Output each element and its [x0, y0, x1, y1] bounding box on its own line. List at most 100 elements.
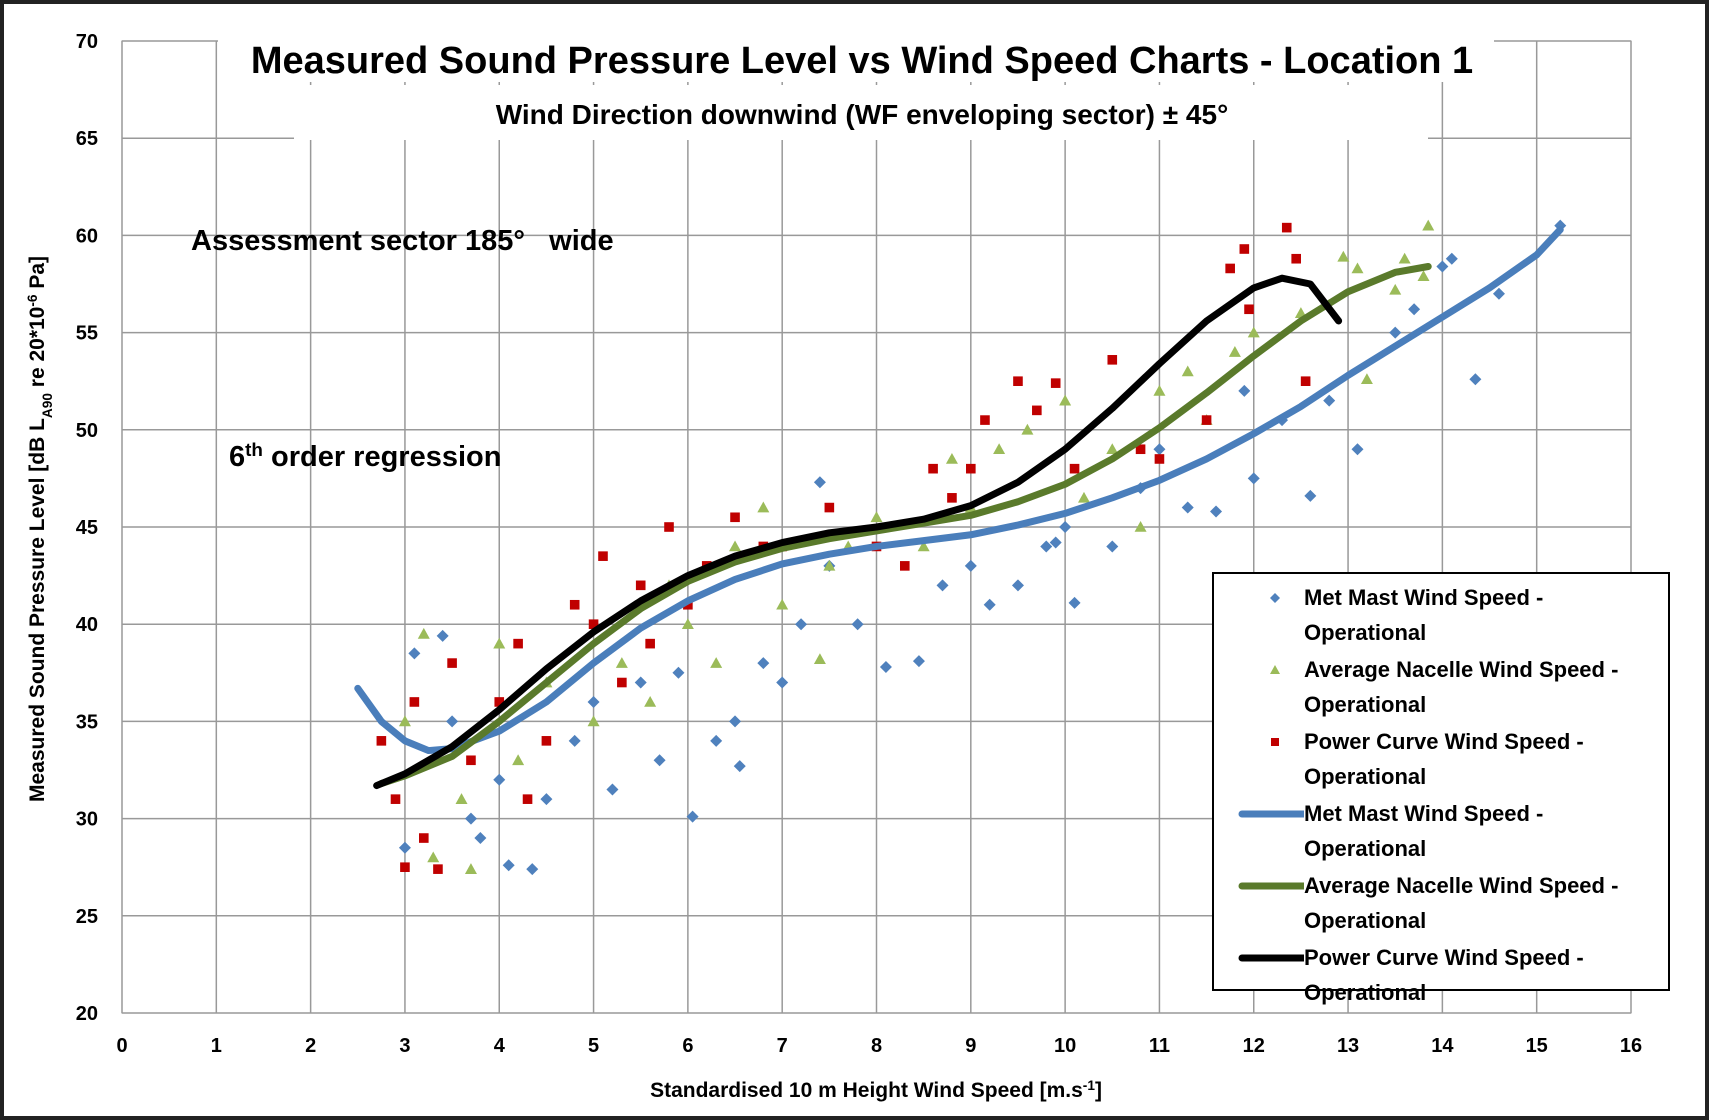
point — [966, 463, 976, 474]
y-axis-label-part: Pa] — [26, 256, 49, 295]
point — [1068, 596, 1081, 609]
point — [1417, 270, 1430, 282]
legend-label: Average Nacelle Wind Speed - Operational — [1304, 873, 1619, 933]
y-tick-label: 20 — [76, 1003, 98, 1025]
point — [1050, 378, 1061, 388]
annotation: 6th order regression — [229, 439, 501, 474]
point — [419, 833, 429, 843]
point — [710, 734, 723, 747]
point — [1270, 593, 1280, 603]
x-tick-label: 5 — [588, 1035, 599, 1057]
point — [776, 676, 789, 689]
point — [1011, 579, 1024, 592]
point — [947, 493, 957, 503]
x-tick-label: 16 — [1620, 1035, 1642, 1057]
point — [1134, 521, 1147, 532]
point — [502, 859, 515, 872]
point — [1040, 540, 1053, 553]
point — [1469, 373, 1482, 386]
legend-swatch — [1238, 810, 1304, 818]
x-tick-label: 0 — [116, 1035, 127, 1057]
point — [1021, 423, 1034, 435]
point — [672, 666, 685, 679]
y-axis-label-part: -6 — [25, 294, 40, 307]
x-tick-label: 8 — [871, 1035, 882, 1057]
point — [1271, 738, 1279, 746]
subtitle-box — [294, 85, 1428, 140]
point — [653, 754, 666, 767]
chart-subtitle: Wind Direction downwind (WF enveloping s… — [496, 99, 1229, 130]
point — [1059, 521, 1072, 533]
point — [776, 598, 789, 610]
point — [813, 476, 826, 489]
x-tick-label: 7 — [777, 1035, 788, 1057]
point — [588, 619, 599, 629]
point — [1049, 536, 1062, 549]
y-tick-label: 40 — [76, 614, 98, 636]
annotation: Assessment sector 185° wide — [191, 225, 614, 257]
point — [1389, 283, 1402, 295]
point — [851, 618, 864, 631]
point — [945, 452, 958, 464]
point — [1436, 260, 1449, 273]
legend-swatch — [1271, 738, 1279, 746]
point — [464, 863, 477, 874]
y-tick-label: 30 — [76, 809, 98, 831]
point — [466, 755, 476, 766]
point — [936, 579, 949, 592]
point — [1210, 505, 1223, 518]
point — [1351, 262, 1364, 274]
legend-label: Met Mast Wind Speed - Operational — [1304, 801, 1544, 861]
y-axis-label-part: Measured Sound Pressure Level [dB L — [26, 418, 49, 802]
y-tick-label: 35 — [76, 711, 98, 733]
point — [710, 657, 723, 668]
point — [912, 655, 925, 668]
point — [540, 793, 553, 806]
title-box — [218, 36, 1494, 82]
legend-entry: Met Mast Wind Speed - Operational — [1220, 580, 1662, 650]
point — [390, 794, 401, 804]
point — [615, 657, 628, 668]
x-axis-label-part: Standardised 10 m Height Wind Speed [m.s — [650, 1079, 1083, 1102]
point — [1135, 444, 1146, 455]
point — [823, 559, 836, 571]
legend-entry: Average Nacelle Wind Speed - Operational — [1220, 652, 1662, 722]
point — [417, 627, 430, 639]
point — [455, 793, 468, 804]
point — [433, 864, 443, 874]
point — [446, 715, 459, 728]
point — [617, 677, 627, 688]
y-axis-label: Measured Sound Pressure Level [dB LA90 r… — [25, 256, 55, 802]
point — [376, 736, 387, 746]
point — [1059, 394, 1072, 406]
point — [1492, 287, 1505, 300]
point — [733, 760, 746, 773]
point — [398, 841, 411, 854]
point — [1013, 376, 1023, 386]
point — [1181, 365, 1194, 377]
point — [879, 660, 892, 673]
point — [1281, 222, 1292, 233]
point — [464, 812, 477, 825]
legend-entry: Met Mast Wind Speed - Operational — [1220, 796, 1662, 866]
point — [1032, 405, 1042, 416]
point — [1360, 373, 1373, 385]
point — [1337, 250, 1350, 262]
point — [824, 502, 835, 513]
x-tick-label: 13 — [1337, 1035, 1359, 1057]
point — [526, 863, 539, 876]
point — [513, 638, 523, 649]
x-tick-label: 2 — [305, 1035, 316, 1057]
point — [568, 734, 581, 747]
legend: Met Mast Wind Speed - Operational Average… — [1212, 572, 1670, 1005]
point — [757, 501, 770, 513]
point — [1247, 326, 1260, 338]
legend-swatch — [1238, 954, 1304, 962]
y-tick-label: 60 — [76, 225, 98, 247]
x-axis-label-part: ] — [1095, 1079, 1102, 1102]
point — [400, 862, 410, 872]
point — [757, 657, 770, 670]
point — [1270, 665, 1280, 674]
y-tick-label: 65 — [76, 128, 98, 150]
